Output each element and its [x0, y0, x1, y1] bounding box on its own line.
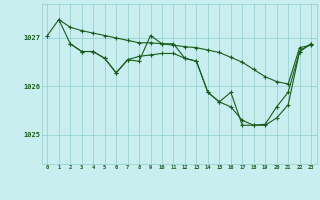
Text: Graphe pression niveau de la mer (hPa): Graphe pression niveau de la mer (hPa) [72, 186, 248, 195]
